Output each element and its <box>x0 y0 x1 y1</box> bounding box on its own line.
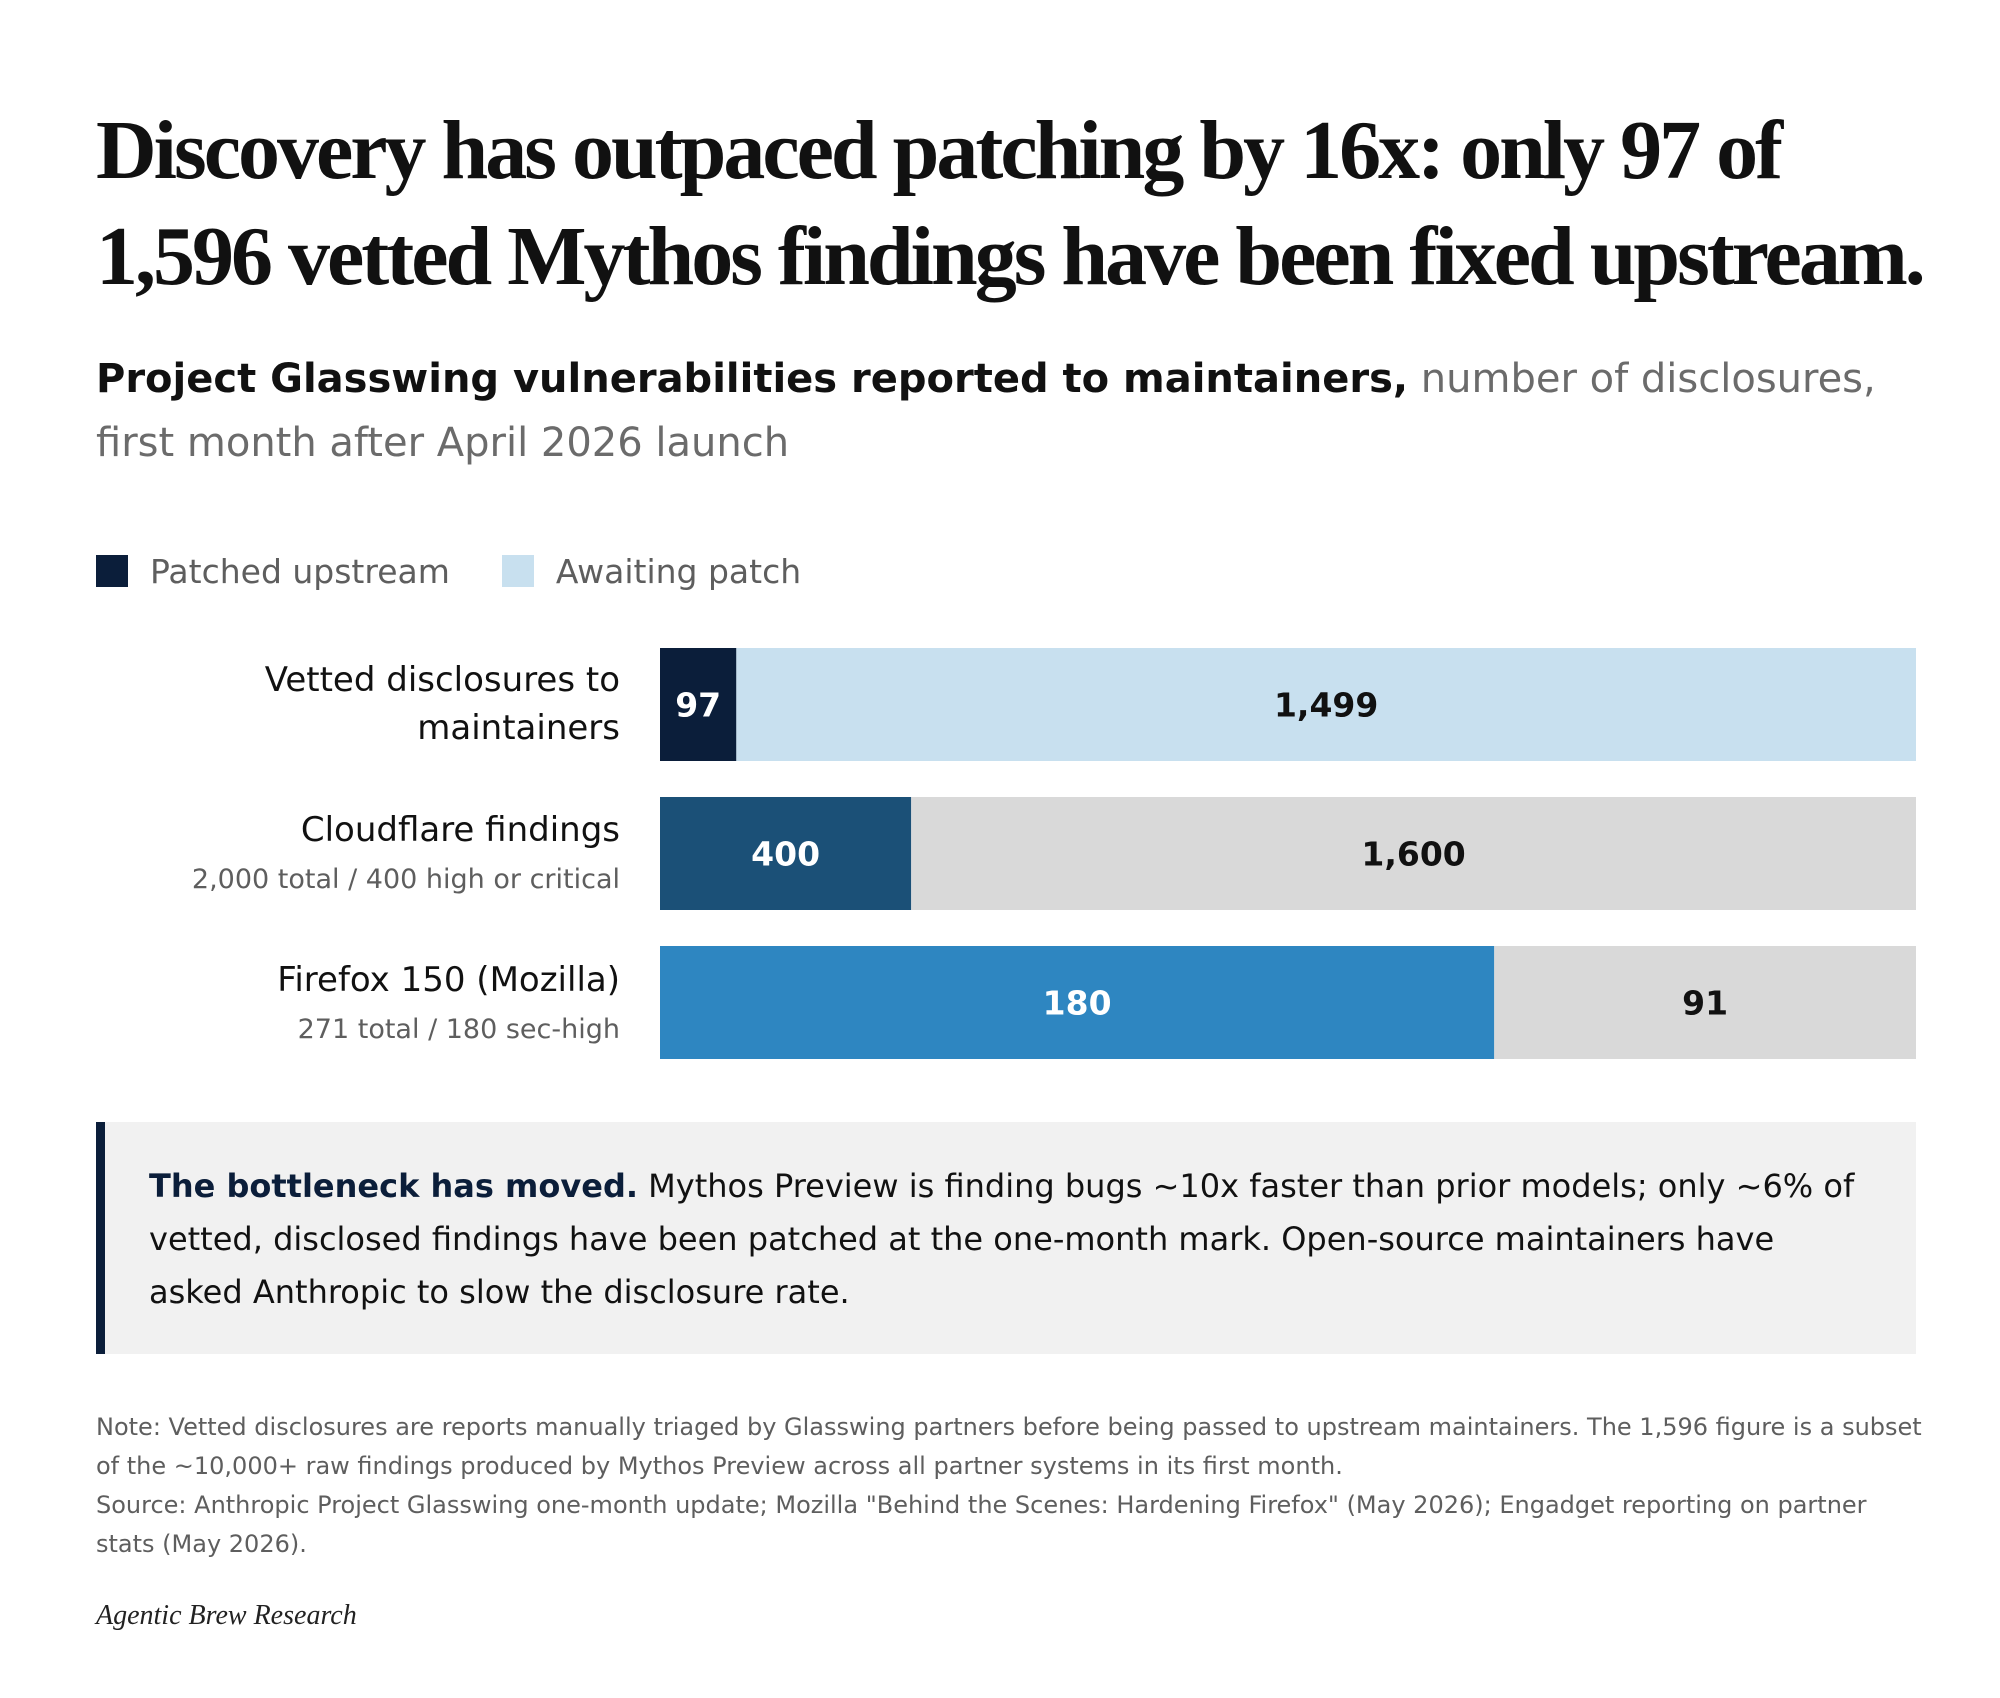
category-name: Cloudflare findings <box>300 810 620 850</box>
bar-firefox-awaiting <box>1494 946 1916 1059</box>
category-name: Firefox 150 (Mozilla) <box>277 960 620 1000</box>
bar-firefox-patched <box>660 946 1495 1059</box>
subtitle-rest: number of disclosures, first month after… <box>96 356 1876 466</box>
category-label-firefox: Firefox 150 (Mozilla) 271 total / 180 se… <box>277 956 620 1050</box>
bar-label-vetted-awaiting: 1,499 <box>1274 686 1378 725</box>
bar-vetted-patched <box>660 648 737 761</box>
category-label-cloudflare: Cloudflare findings 2,000 total / 400 hi… <box>192 806 620 900</box>
chart-title: Discovery has outpaced patching by 16x: … <box>96 104 1926 303</box>
legend-label-awaiting: Awaiting patch <box>555 551 802 591</box>
bar-label-firefox-patched: 180 <box>1043 984 1112 1023</box>
category-sublabel: 2,000 total / 400 high or critical <box>191 864 620 895</box>
bar-cloudflare-patched <box>660 797 912 910</box>
bar-label-cloudflare-awaiting: 1,600 <box>1361 835 1465 874</box>
bar-cloudflare-awaiting <box>911 797 1916 910</box>
subtitle-lead: Project Glasswing vulnerabilities report… <box>96 356 1409 402</box>
category-sublabel: 271 total / 180 sec-high <box>297 1014 620 1045</box>
bar-label-firefox-awaiting: 91 <box>1682 984 1728 1023</box>
bar-vetted-awaiting <box>736 648 1916 761</box>
brand-credit: Agentic Brew Research <box>96 1600 357 1631</box>
source-text: Source: Anthropic Project Glasswing one-… <box>96 1491 1867 1558</box>
legend-label-patched: Patched upstream <box>150 551 450 591</box>
callout-box: The bottleneck has moved. Mythos Preview… <box>96 1122 1916 1354</box>
callout-text: Mythos Preview is finding bugs ~10x fast… <box>149 1167 1855 1311</box>
bar-label-vetted-patched: 97 <box>675 686 721 725</box>
legend: Patched upstream Awaiting patch <box>96 548 853 594</box>
legend-item-patched: Patched upstream <box>96 552 450 591</box>
chart-subtitle: Project Glasswing vulnerabilities report… <box>96 347 1916 475</box>
category-label-vetted: Vetted disclosures to maintainers <box>240 656 620 752</box>
legend-swatch-patched <box>96 555 128 587</box>
callout-lead: The bottleneck has moved. <box>149 1167 638 1205</box>
legend-swatch-awaiting <box>501 555 534 587</box>
note-text: Note: Vetted disclosures are reports man… <box>96 1413 1922 1480</box>
stacked-bar-chart: 97 1,499 400 1,600 180 91 <box>660 648 1916 1059</box>
category-name: Vetted disclosures to maintainers <box>264 660 620 748</box>
bar-label-cloudflare-patched: 400 <box>751 835 820 874</box>
legend-item-awaiting: Awaiting patch <box>501 551 802 591</box>
footnotes: Note: Vetted disclosures are reports man… <box>96 1408 1926 1564</box>
